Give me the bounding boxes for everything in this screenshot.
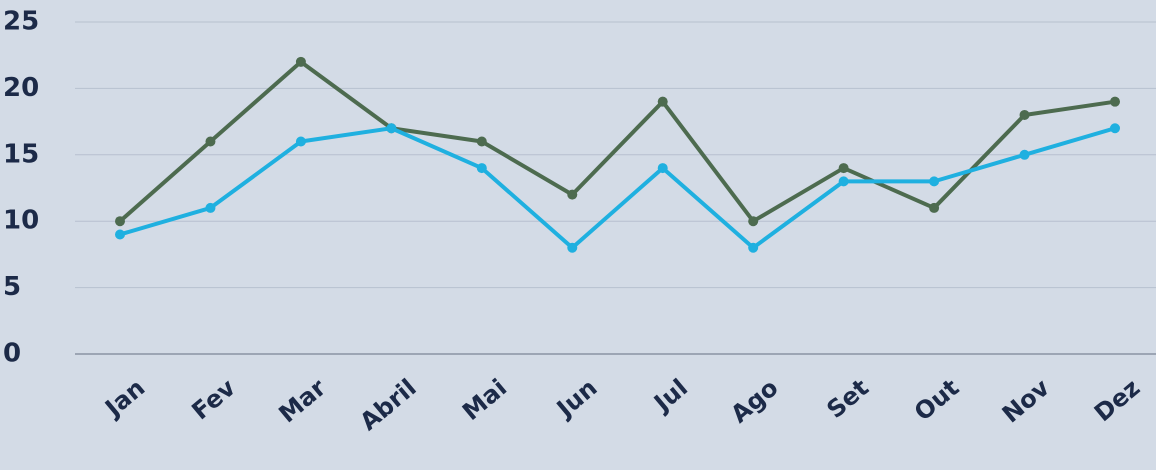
- data-point: [748, 242, 759, 253]
- data-point: [205, 136, 216, 147]
- data-point: [295, 56, 306, 67]
- y-tick-label: 20: [3, 73, 39, 103]
- series-line: [118, 59, 1116, 224]
- data-point: [838, 163, 849, 174]
- data-point: [476, 136, 487, 147]
- data-point: [1110, 123, 1120, 134]
- data-point: [838, 176, 849, 187]
- y-tick-label: 10: [3, 206, 39, 236]
- y-tick-label: 25: [3, 7, 39, 37]
- data-point: [929, 202, 940, 213]
- data-point: [386, 123, 397, 134]
- data-point: [115, 216, 125, 227]
- data-point: [657, 96, 668, 107]
- data-point: [1019, 149, 1030, 160]
- data-point: [115, 229, 125, 240]
- data-point: [205, 202, 216, 213]
- data-point: [295, 136, 306, 147]
- data-point: [657, 163, 668, 174]
- data-point: [748, 216, 759, 227]
- data-point: [567, 189, 578, 200]
- series-line: [119, 126, 1116, 250]
- data-point: [567, 242, 578, 253]
- y-tick-label: 15: [3, 139, 39, 169]
- data-point: [476, 163, 487, 174]
- data-point: [929, 176, 940, 187]
- y-tick-label: 0: [3, 339, 21, 369]
- data-point: [1019, 109, 1030, 120]
- data-point: [1110, 96, 1120, 107]
- y-tick-label: 5: [3, 272, 21, 302]
